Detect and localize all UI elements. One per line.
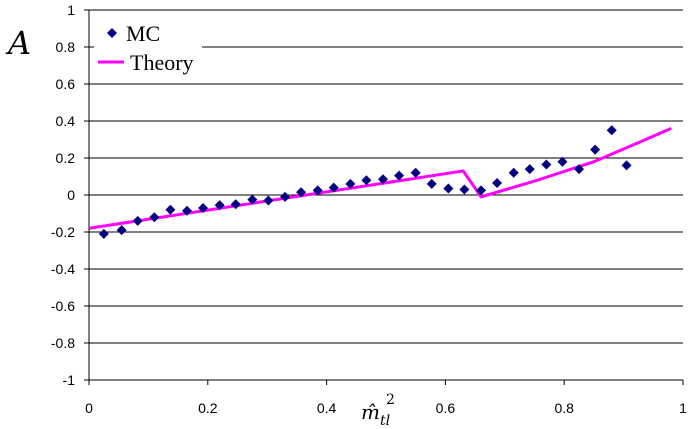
y-tick-label: 0.4 — [56, 113, 76, 129]
mc-point — [214, 200, 225, 211]
mc-point — [263, 195, 274, 206]
x-tick-label: 0.4 — [317, 400, 337, 416]
x-tick-label: 1 — [679, 400, 687, 416]
mc-point — [116, 225, 127, 236]
mc-point — [328, 182, 339, 193]
y-tick-label: -0.2 — [51, 224, 75, 240]
y-tick-label: 0.8 — [56, 39, 76, 55]
theory-line — [88, 127, 672, 230]
mc-point — [98, 228, 109, 239]
mc-point — [443, 183, 454, 194]
mc-point — [394, 170, 405, 181]
mc-point — [426, 178, 437, 189]
x-axis-label: m̂ 2 tl — [361, 392, 395, 429]
y-tick-label: -0.4 — [51, 261, 75, 277]
mc-point — [476, 185, 487, 196]
y-tick-label: 1 — [67, 2, 75, 18]
x-axis-label-base: m̂ — [361, 400, 380, 424]
legend-mc-marker — [107, 28, 117, 38]
y-tick-label: 0.6 — [56, 76, 76, 92]
mc-point — [621, 160, 632, 171]
x-axis-label-subscript: tl — [380, 413, 390, 429]
y-tick-label: -0.6 — [51, 298, 75, 314]
y-tick-label: 0.2 — [56, 150, 76, 166]
mc-point — [296, 187, 307, 198]
legend-mc-label: MC — [126, 21, 160, 46]
mc-point — [541, 159, 552, 170]
x-tick-label: 0.2 — [198, 400, 218, 416]
mc-point — [165, 204, 176, 215]
legend-theory-label: Theory — [130, 50, 194, 75]
mc-point — [132, 215, 143, 226]
mc-point — [247, 194, 258, 205]
legend: MC Theory — [94, 18, 202, 78]
mc-point — [312, 185, 323, 196]
mc-point — [459, 184, 470, 195]
mc-point — [410, 167, 421, 178]
x-axis-label-superscript: 2 — [386, 392, 395, 408]
mc-point — [557, 156, 568, 167]
y-tick-labels: 1 0.8 0.6 0.4 0.2 0 -0.2 -0.4 -0.6 -0.8 -1 — [51, 2, 75, 388]
mc-point — [590, 144, 601, 155]
mc-point — [198, 202, 209, 213]
y-tick-label: -0.8 — [51, 335, 75, 351]
x-tick-label: 0.6 — [436, 400, 456, 416]
mc-point — [361, 175, 372, 186]
y-tick-label: -1 — [63, 372, 76, 388]
mc-point — [606, 125, 617, 136]
mc-point — [508, 167, 519, 178]
x-tick-label: 0.8 — [554, 400, 574, 416]
x-tick-labels: 0 0.2 0.4 0.6 0.8 1 — [85, 400, 687, 416]
mc-point — [149, 212, 160, 223]
mc-point — [492, 177, 503, 188]
mc-point — [524, 164, 535, 175]
mc-point — [182, 205, 193, 216]
y-tick-label: 0 — [67, 187, 75, 203]
mc-point — [345, 178, 356, 189]
mc-point — [378, 174, 389, 185]
mc-point — [280, 191, 291, 202]
data-series — [88, 125, 672, 239]
y-axis-label: A — [5, 24, 31, 62]
mc-point — [574, 164, 585, 175]
mc-point — [230, 199, 241, 210]
x-tick-label: 0 — [85, 400, 93, 416]
axes — [84, 9, 684, 385]
